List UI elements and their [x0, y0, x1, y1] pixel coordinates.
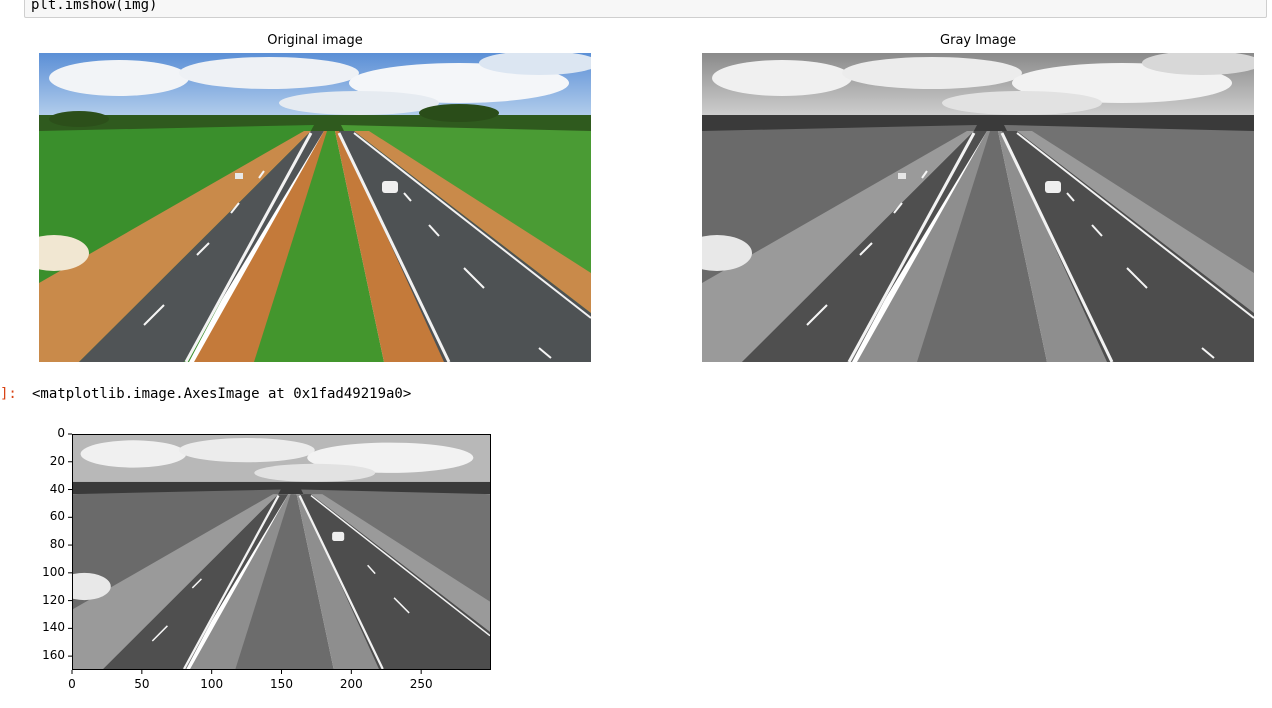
x-tick-label: 150 — [262, 677, 302, 691]
x-tick-label: 100 — [192, 677, 232, 691]
y-tick-label: 160 — [25, 648, 65, 662]
x-tick-label: 200 — [331, 677, 371, 691]
y-tick-label: 120 — [25, 593, 65, 607]
y-tick-label: 140 — [25, 620, 65, 634]
y-tick-label: 80 — [25, 537, 65, 551]
x-tick-label: 0 — [52, 677, 92, 691]
y-tick-label: 40 — [25, 482, 65, 496]
y-tick-label: 0 — [25, 426, 65, 440]
x-tick-label: 250 — [401, 677, 441, 691]
y-tick-label: 100 — [25, 565, 65, 579]
y-tick-label: 60 — [25, 509, 65, 523]
y-tick-label: 20 — [25, 454, 65, 468]
x-tick-label: 50 — [122, 677, 162, 691]
